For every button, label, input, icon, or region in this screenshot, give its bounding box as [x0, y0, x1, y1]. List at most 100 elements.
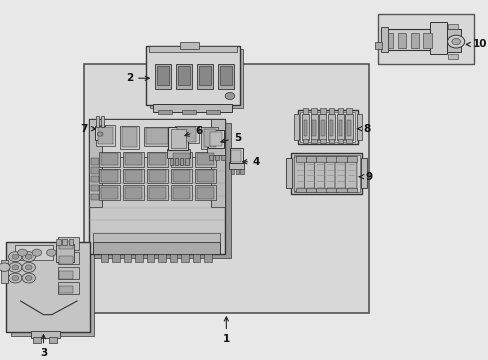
Bar — [220, 66, 231, 85]
Bar — [146, 254, 154, 262]
Bar — [346, 120, 350, 136]
Bar — [90, 185, 99, 191]
Bar — [197, 187, 213, 199]
Bar — [88, 119, 102, 207]
Text: 7: 7 — [80, 124, 96, 134]
Bar — [31, 330, 60, 338]
Bar — [447, 24, 457, 29]
Bar — [218, 64, 233, 89]
Bar — [291, 153, 362, 194]
Bar — [346, 108, 351, 114]
Bar — [173, 187, 189, 199]
Bar — [345, 114, 352, 140]
Circle shape — [12, 254, 19, 259]
Circle shape — [22, 262, 35, 273]
Bar — [98, 127, 112, 144]
Bar — [147, 185, 167, 200]
FancyBboxPatch shape — [334, 157, 346, 192]
Text: 4: 4 — [242, 157, 260, 167]
Bar — [90, 194, 99, 200]
Bar — [336, 156, 346, 162]
Bar — [337, 139, 342, 143]
Bar — [328, 139, 333, 143]
Bar — [177, 66, 189, 85]
FancyBboxPatch shape — [294, 157, 305, 192]
Bar — [197, 153, 213, 165]
Bar — [295, 156, 305, 162]
FancyBboxPatch shape — [314, 157, 325, 192]
Bar — [384, 33, 392, 48]
Bar — [201, 127, 218, 149]
Bar — [302, 139, 307, 143]
Bar — [329, 120, 333, 136]
Circle shape — [9, 273, 22, 283]
Bar — [147, 168, 167, 184]
Bar — [168, 127, 188, 150]
Circle shape — [0, 263, 10, 271]
FancyBboxPatch shape — [345, 157, 356, 192]
Bar — [135, 254, 142, 262]
Bar — [206, 147, 224, 155]
Bar — [221, 155, 224, 160]
Bar — [171, 152, 191, 167]
Bar — [96, 125, 115, 146]
Bar — [230, 169, 234, 174]
Bar — [185, 158, 188, 165]
Bar — [112, 254, 120, 262]
Bar — [123, 152, 143, 167]
Circle shape — [22, 252, 35, 262]
Bar — [62, 239, 67, 246]
Bar — [95, 126, 105, 140]
Bar — [90, 176, 99, 183]
Bar — [286, 158, 292, 188]
Bar — [91, 119, 223, 157]
Bar — [176, 64, 191, 89]
Bar — [195, 168, 215, 184]
Bar — [153, 104, 232, 112]
Bar — [154, 64, 170, 89]
Bar — [423, 33, 431, 48]
Bar — [301, 114, 308, 140]
Bar — [195, 152, 215, 167]
Bar — [150, 49, 243, 108]
Bar — [300, 112, 355, 142]
Text: 8: 8 — [357, 124, 369, 134]
Bar — [346, 188, 357, 192]
Bar — [203, 254, 211, 262]
Bar — [59, 271, 73, 279]
Bar — [147, 152, 167, 167]
Bar — [101, 153, 118, 165]
Bar — [297, 110, 357, 144]
Text: 9: 9 — [359, 172, 372, 182]
Bar — [319, 114, 326, 140]
Bar — [166, 149, 189, 158]
Bar — [96, 116, 99, 127]
Bar — [49, 337, 57, 343]
Bar — [11, 245, 94, 336]
Bar — [295, 188, 305, 192]
Bar — [428, 22, 447, 54]
Bar — [311, 108, 316, 114]
Bar — [59, 256, 73, 264]
Bar — [205, 110, 220, 114]
Bar — [397, 33, 406, 48]
Bar — [158, 254, 165, 262]
Bar — [171, 185, 191, 200]
Bar — [175, 126, 199, 143]
Bar — [305, 188, 316, 192]
Bar — [93, 242, 220, 254]
Bar — [120, 126, 139, 149]
Bar — [374, 42, 382, 49]
Bar — [447, 29, 460, 52]
Circle shape — [97, 132, 103, 136]
Bar — [99, 152, 120, 167]
Bar — [101, 170, 118, 182]
Bar — [315, 156, 326, 162]
Bar — [94, 123, 230, 258]
Bar — [303, 120, 306, 136]
Bar — [177, 127, 196, 141]
Bar — [346, 156, 357, 162]
Bar — [149, 170, 165, 182]
Bar — [175, 158, 178, 165]
Bar — [378, 14, 473, 64]
